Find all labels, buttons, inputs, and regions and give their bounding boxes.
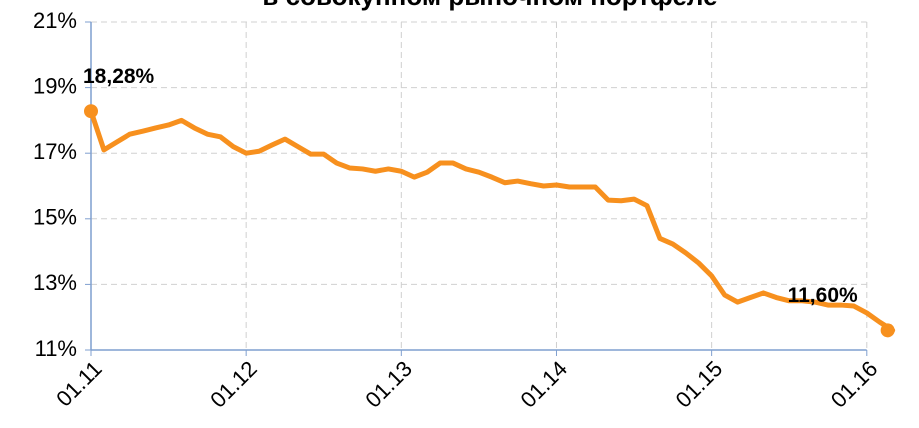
y-tick-label: 19% xyxy=(33,73,77,98)
data-label: 18,28% xyxy=(83,65,155,88)
x-tick-label: 01.16 xyxy=(826,356,883,413)
data-label: 11,60% xyxy=(788,284,858,307)
y-tick-label: 13% xyxy=(33,270,77,295)
x-tick-label: 01.14 xyxy=(516,356,573,413)
line xyxy=(88,108,896,333)
point xyxy=(880,323,895,338)
x-tick-label: 01.13 xyxy=(360,356,417,413)
y-tick-label: 17% xyxy=(33,139,77,164)
chart-title: в совокупном рыночном портфеле xyxy=(262,0,717,11)
x-tick-label: 01.15 xyxy=(671,356,728,413)
x-tick-label: 01.12 xyxy=(205,356,262,413)
x-tick-label: 01.11 xyxy=(51,356,106,411)
y-tick-label: 11% xyxy=(35,336,77,361)
y-tick-label: 15% xyxy=(33,205,77,230)
y-tick-label: 21% xyxy=(33,8,77,33)
point xyxy=(84,104,98,119)
